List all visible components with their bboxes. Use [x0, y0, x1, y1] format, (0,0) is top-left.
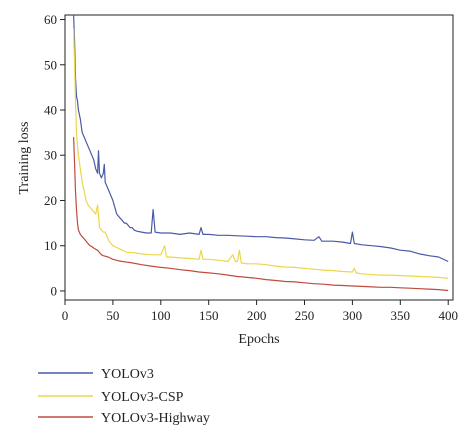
series-line-0 [73, 14, 449, 263]
legend-label: YOLOv3 [101, 367, 154, 382]
y-tick-label: 0 [51, 283, 58, 298]
legend-label: YOLOv3-Highway [101, 411, 210, 426]
x-tick-label: 50 [106, 308, 119, 323]
plot-frame [64, 14, 454, 301]
x-axis-title: Epochs [238, 332, 279, 347]
x-tick-label: 300 [343, 308, 363, 323]
y-tick-label: 10 [44, 238, 57, 253]
x-tick-label: 250 [295, 308, 315, 323]
x-tick-label: 350 [391, 308, 411, 323]
legend: YOLOv3 YOLOv3-CSP YOLOv3-Highway [38, 367, 210, 426]
x-tick-label: 400 [438, 308, 458, 323]
y-tick-label: 20 [44, 193, 57, 208]
y-axis-title: Training loss [17, 121, 32, 194]
y-tick-label: 50 [44, 57, 57, 72]
x-tick-label: 150 [199, 308, 219, 323]
y-tick-label: 40 [44, 103, 57, 118]
y-axis: 0 10 20 30 40 50 60 [44, 12, 65, 298]
plot-area-border [64, 14, 454, 301]
series-lines [73, 14, 449, 292]
x-tick-label: 0 [62, 308, 69, 323]
x-tick-label: 200 [247, 308, 267, 323]
legend-label: YOLOv3-CSP [101, 390, 184, 405]
series-line-2 [73, 137, 449, 292]
x-tick-label: 100 [151, 308, 171, 323]
series-line-1 [73, 28, 449, 279]
x-axis: 0 50 100 150 200 250 300 350 400 [62, 300, 458, 323]
y-tick-label: 30 [44, 148, 57, 163]
y-tick-label: 60 [44, 12, 57, 27]
